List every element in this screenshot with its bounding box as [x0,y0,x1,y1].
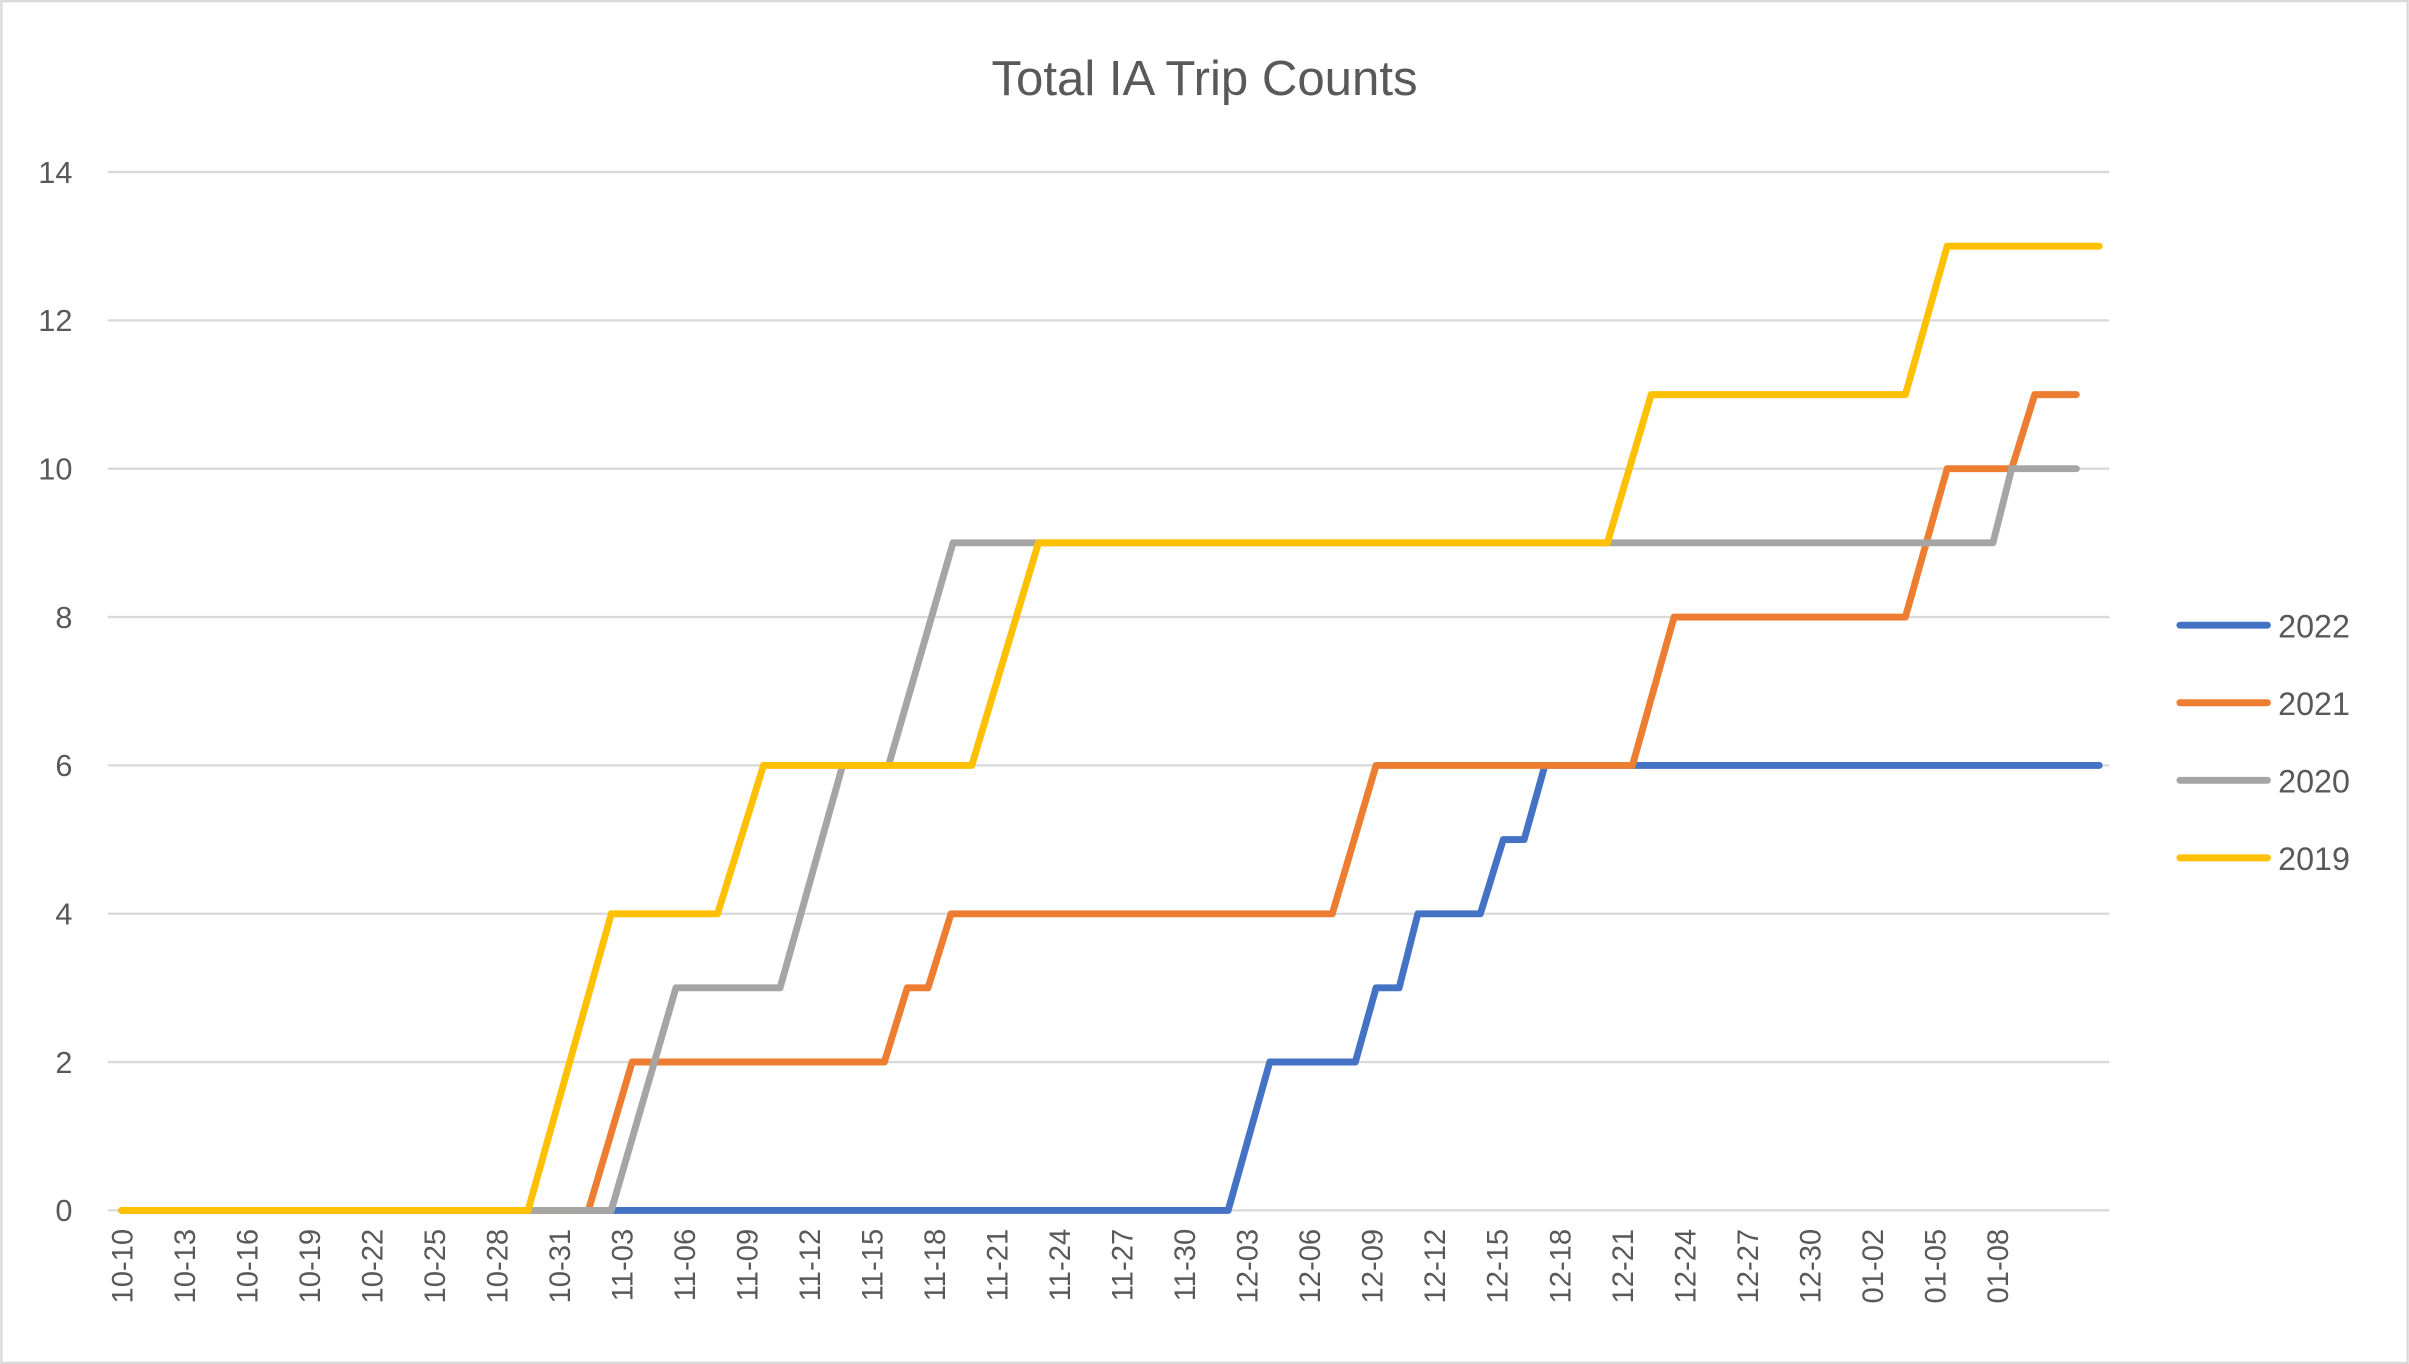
legend-label-2020: 2020 [2278,764,2350,800]
x-tick-label: 10-28 [482,1229,514,1304]
y-tick-label: 14 [38,155,72,190]
chart-title: Total IA Trip Counts [991,52,1417,106]
x-tick-label: 11-03 [607,1229,639,1301]
x-tick-label: 10-31 [545,1229,577,1304]
x-tick-label: 10-13 [170,1229,202,1304]
x-tick-label: 12-09 [1358,1229,1390,1304]
y-tick-label: 6 [55,748,72,783]
x-tick-label: 12-18 [1545,1229,1577,1304]
x-tick-label: 11-06 [670,1229,702,1301]
x-tick-label: 10-25 [420,1229,452,1304]
x-tick-label: 11-15 [858,1229,890,1301]
y-tick-label: 2 [55,1045,72,1080]
x-axis-tick-labels: 10-10 10-13 10-16 10-19 10-22 10-25 10-28 10-31… [107,1229,2015,1304]
x-tick-label: 12-06 [1295,1229,1327,1304]
x-tick-label: 12-21 [1608,1229,1640,1304]
x-tick-label: 10-16 [232,1229,264,1304]
x-tick-label: 11-09 [733,1229,765,1301]
series-line-2022 [118,761,2103,1214]
x-tick-label: 10-22 [357,1229,389,1304]
x-tick-label: 12-12 [1420,1229,1452,1304]
legend-label-2021: 2021 [2278,686,2350,722]
y-tick-label: 12 [38,303,72,338]
y-tick-label: 8 [55,600,72,635]
x-tick-label: 12-27 [1733,1229,1765,1304]
series-line-2021 [118,391,2080,1214]
x-tick-label: 12-30 [1795,1229,1827,1304]
legend-label-2022: 2022 [2278,608,2350,644]
x-tick-label: 11-18 [920,1229,952,1301]
x-tick-label: 12-03 [1233,1229,1265,1304]
y-tick-label: 4 [55,896,72,931]
y-tick-label: 10 [38,451,72,486]
x-tick-label: 01-02 [1858,1229,1890,1304]
x-tick-label: 10-10 [107,1229,139,1304]
x-tick-label: 10-19 [295,1229,327,1304]
x-tick-label: 11-27 [1108,1229,1140,1301]
legend: 2022 2021 2020 2019 [2176,608,2350,877]
x-tick-label: 01-05 [1920,1229,1952,1304]
x-tick-label: 12-24 [1670,1229,1702,1304]
legend-label-2019: 2019 [2278,841,2350,877]
x-tick-label: 11-12 [795,1229,827,1301]
x-tick-label: 11-30 [1170,1229,1202,1301]
x-tick-label: 11-21 [983,1229,1015,1301]
x-tick-label: 12-15 [1483,1229,1515,1304]
x-tick-label: 01-08 [1983,1229,2015,1304]
x-tick-label: 11-24 [1045,1229,1077,1301]
series-lines [118,242,2103,1214]
y-tick-label: 0 [55,1193,72,1228]
series-line-2019 [118,242,2103,1214]
y-axis-tick-labels: 0 2 4 6 8 10 12 14 [38,155,72,1228]
